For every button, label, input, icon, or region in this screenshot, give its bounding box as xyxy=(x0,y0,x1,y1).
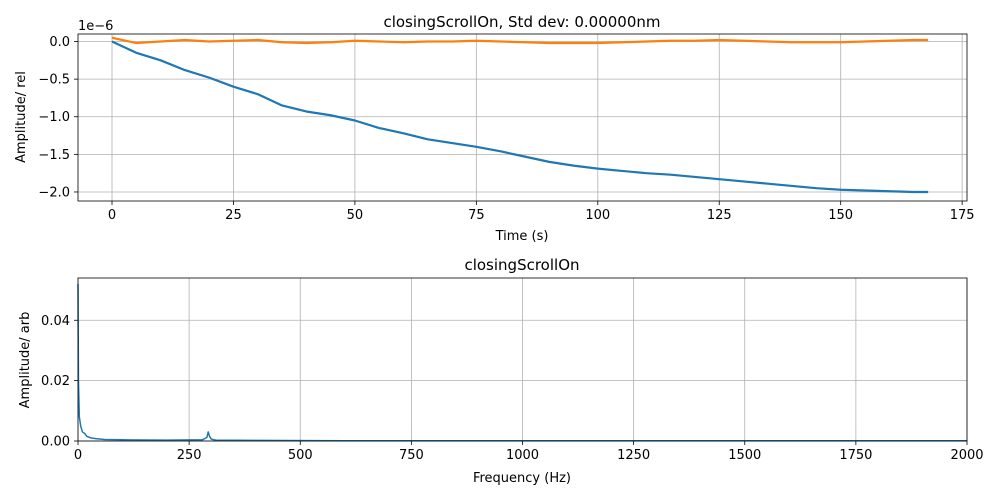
time-x-tick-label: 25 xyxy=(225,208,242,223)
spectrum-chart-title: closingScrollOn xyxy=(464,256,579,274)
spectrum-y-tick-label: 0.02 xyxy=(41,374,70,389)
spectrum-series-lines xyxy=(77,284,967,442)
time-y-tick-label: 0.0 xyxy=(49,35,70,50)
time-series-line-0 xyxy=(111,40,929,194)
spectrum-x-tick-label: 0 xyxy=(74,448,82,463)
time-axis-ticks: 0 25 50 75 100 125 150 175 0.0 −0.5 −1.0 −1.5 −2.0 xyxy=(38,35,974,223)
time-x-tick-label: 50 xyxy=(347,208,364,223)
time-series-chart: 0 25 50 75 100 125 150 175 0.0 −0.5 −1.0 −1.5 −2.0 c… xyxy=(14,13,975,244)
time-y-tick-label: −1.5 xyxy=(38,148,70,163)
spectrum-x-tick-label: 1500 xyxy=(728,448,761,463)
time-chart-title: closingScrollOn, Std dev: 0.00000nm xyxy=(383,13,660,31)
spectrum-y-tick-label: 0.00 xyxy=(41,435,70,450)
time-x-tick-label: 125 xyxy=(707,208,732,223)
time-y-tick-label: −0.5 xyxy=(38,73,70,88)
time-x-tick-label: 0 xyxy=(108,208,116,223)
spectrum-x-tick-label: 1750 xyxy=(839,448,872,463)
frequency-axis-label: Frequency (Hz) xyxy=(473,471,571,486)
time-y-offset-text: 1e−6 xyxy=(78,19,113,34)
time-x-tick-label: 100 xyxy=(585,208,610,223)
spectrum-x-tick-label: 250 xyxy=(177,448,202,463)
time-x-tick-label: 175 xyxy=(950,208,975,223)
time-y-tick-label: −1.0 xyxy=(38,110,70,125)
spectrum-series-line-0 xyxy=(77,284,967,442)
time-x-tick-label: 150 xyxy=(828,208,853,223)
spectrum-x-tick-label: 2000 xyxy=(950,448,983,463)
time-x-tick-label: 75 xyxy=(468,208,485,223)
spectrum-x-tick-label: 750 xyxy=(399,448,424,463)
spectrum-x-tick-label: 500 xyxy=(288,448,313,463)
time-series-lines xyxy=(111,36,929,194)
spectrum-axis-ticks: 0 250 500 750 1000 1250 1500 1750 2000 0.00 0.02 0.… xyxy=(41,314,984,463)
spectrum-x-tick-label: 1000 xyxy=(506,448,539,463)
spectrum-x-tick-label: 1250 xyxy=(617,448,650,463)
spectrum-y-axis-label: Amplitude/ arb xyxy=(18,312,33,409)
time-series-line-1 xyxy=(111,36,929,45)
time-axis-label: Time (s) xyxy=(495,229,549,244)
time-y-tick-label: −2.0 xyxy=(38,185,70,200)
spectrum-chart: 0 250 500 750 1000 1250 1500 1750 2000 0.00 0.02 0.… xyxy=(18,256,984,486)
time-plot-frame xyxy=(77,33,968,202)
spectrum-y-tick-label: 0.04 xyxy=(41,314,70,329)
time-y-axis-label: Amplitude/ rel xyxy=(14,71,29,163)
